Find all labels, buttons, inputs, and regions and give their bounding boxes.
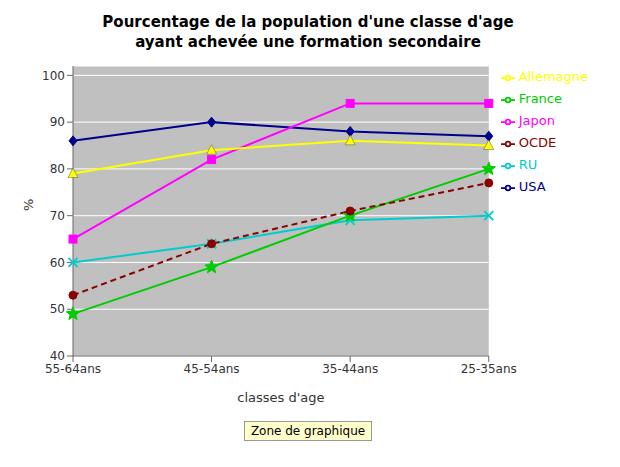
html-text:France: France [518, 91, 562, 106]
html-text:OCDE: OCDE [518, 135, 557, 150]
svg-text:90: 90 [50, 115, 65, 129]
svg-text:40: 40 [50, 349, 65, 363]
html-text:ayant achevée une formation se: ayant achevée une formation secondaire [135, 33, 481, 51]
svg-text:55-64ans: 55-64ans [45, 362, 101, 376]
html-text:Zone de graphique: Zone de graphique [250, 424, 366, 438]
svg-text:80: 80 [50, 162, 65, 176]
html-text:Japon: Japon [518, 113, 555, 128]
svg-text:35-44ans: 35-44ans [322, 362, 378, 376]
svg-text:classes d'age: classes d'age [237, 390, 324, 405]
svg-text:70: 70 [50, 209, 65, 223]
svg-text:100: 100 [42, 69, 65, 83]
html-text:USA: USA [518, 179, 546, 194]
svg-text:60: 60 [50, 256, 65, 270]
svg-text:45-54ans: 45-54ans [184, 362, 240, 376]
svg-text:%: % [21, 199, 36, 211]
html-text:Allemagne: Allemagne [518, 69, 588, 84]
svg-text:25-35ans: 25-35ans [461, 362, 517, 376]
html-text:RU: RU [518, 157, 538, 172]
html-text:Pourcentage de la population d: Pourcentage de la population d'une class… [102, 13, 514, 31]
svg-text:50: 50 [50, 302, 65, 316]
